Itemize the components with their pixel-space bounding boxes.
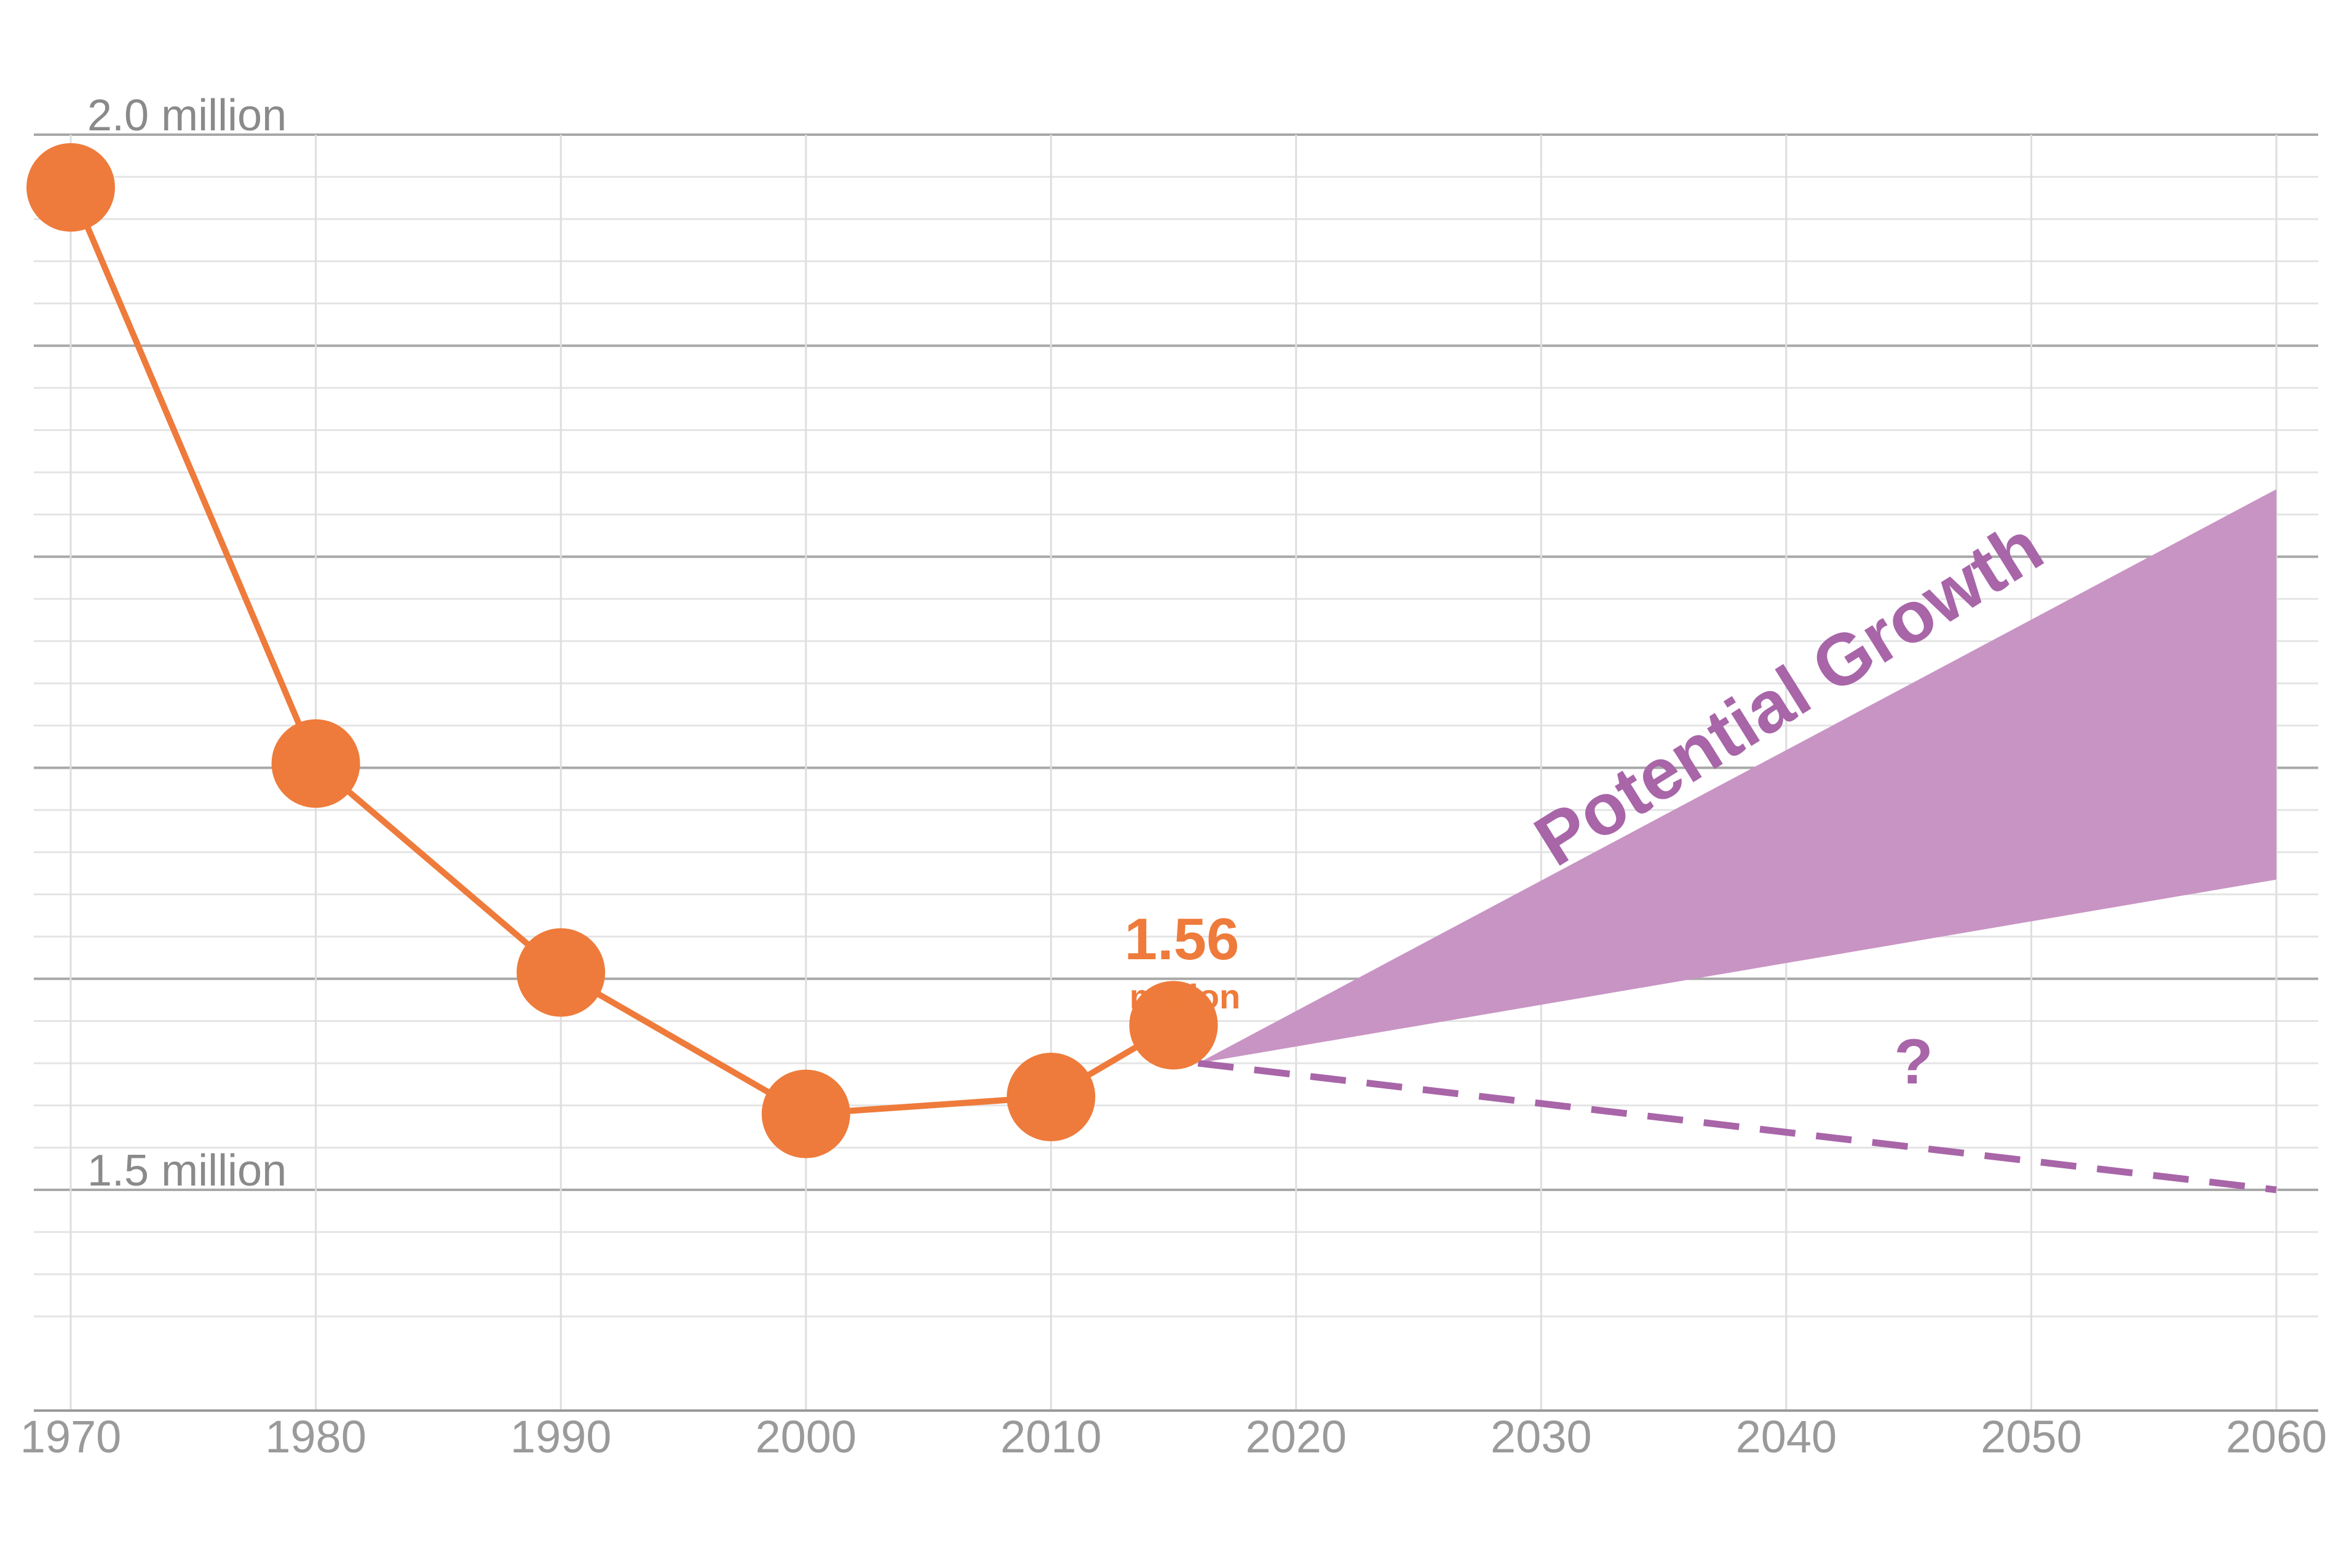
x-tick-label-1970: 1970 bbox=[20, 1411, 122, 1462]
x-tick-label-2020: 2020 bbox=[1245, 1411, 1347, 1462]
data-point-1990 bbox=[517, 928, 606, 1017]
potential-growth-band bbox=[1198, 489, 2276, 1064]
question-mark-label: ? bbox=[1894, 1026, 1933, 1098]
x-tick-label-2050: 2050 bbox=[1981, 1411, 2082, 1462]
data-point-2000 bbox=[761, 1069, 850, 1158]
y-label-2-0-million: 2.0 million bbox=[87, 91, 287, 140]
data-point-2010 bbox=[1007, 1052, 1096, 1141]
x-tick-label-2060: 2060 bbox=[2226, 1411, 2327, 1462]
x-tick-label-1990: 1990 bbox=[510, 1411, 612, 1462]
data-point-1980 bbox=[271, 719, 360, 808]
potential-growth-band-layer bbox=[1198, 489, 2276, 1064]
data-point-2015 bbox=[1129, 981, 1218, 1070]
x-tick-label-1980: 1980 bbox=[265, 1411, 366, 1462]
current-value-label: 1.56 bbox=[1125, 906, 1240, 972]
y-label-1-5-million: 1.5 million bbox=[87, 1146, 287, 1195]
x-tick-label-2010: 2010 bbox=[1000, 1411, 1102, 1462]
current-unit-label: million bbox=[1130, 977, 1240, 1016]
point-layer bbox=[26, 143, 1218, 1158]
x-tick-label-2040: 2040 bbox=[1736, 1411, 1837, 1462]
label-layer: 2.0 million 1.5 million 1.56 million Pot… bbox=[87, 91, 2056, 1195]
historical-line bbox=[68, 186, 1176, 1117]
x-tick-label-2030: 2030 bbox=[1491, 1411, 1592, 1462]
x-tick-label-2000: 2000 bbox=[755, 1411, 857, 1462]
projection-low-line bbox=[1197, 1059, 2277, 1194]
data-point-1970 bbox=[26, 143, 115, 232]
